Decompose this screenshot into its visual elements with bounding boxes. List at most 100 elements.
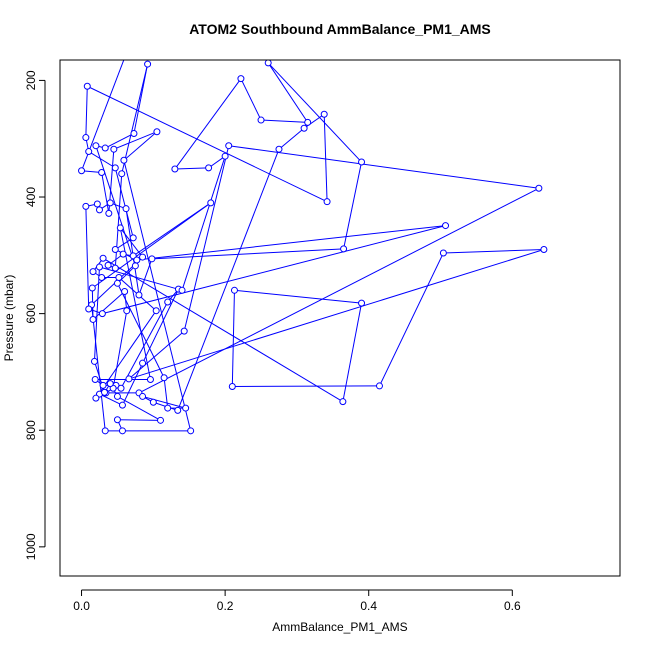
data-point bbox=[152, 307, 160, 315]
series-segment bbox=[234, 289, 362, 304]
data-point bbox=[182, 404, 190, 412]
data-point bbox=[139, 253, 147, 261]
x-tick-label: 0.4 bbox=[360, 599, 377, 613]
series-segment bbox=[231, 290, 235, 387]
data-point bbox=[131, 262, 139, 270]
series-segment bbox=[323, 114, 328, 202]
data-point bbox=[123, 307, 131, 315]
series-segment bbox=[85, 206, 90, 309]
series-segment bbox=[278, 127, 305, 150]
data-point bbox=[95, 206, 103, 214]
data-point bbox=[82, 202, 90, 210]
data-point bbox=[120, 156, 128, 164]
series-segment bbox=[142, 395, 186, 409]
data-point bbox=[118, 401, 126, 409]
data-point bbox=[90, 357, 98, 365]
series-segment bbox=[342, 303, 363, 402]
series-segment bbox=[102, 257, 344, 403]
data-point bbox=[95, 263, 103, 271]
data-point bbox=[99, 254, 107, 262]
series-segment bbox=[85, 86, 88, 138]
data-point bbox=[78, 167, 86, 175]
data-point bbox=[164, 404, 172, 412]
series-segment bbox=[303, 113, 325, 129]
data-point bbox=[121, 287, 129, 295]
data-point bbox=[535, 184, 543, 192]
data-point bbox=[187, 427, 195, 435]
data-point bbox=[101, 144, 109, 152]
series-segment bbox=[240, 78, 262, 121]
data-point bbox=[98, 273, 106, 281]
data-point bbox=[92, 394, 100, 402]
data-point bbox=[144, 60, 152, 68]
data-point bbox=[228, 383, 236, 391]
data-point bbox=[101, 388, 109, 396]
data-point bbox=[442, 222, 450, 230]
data-point bbox=[174, 406, 182, 414]
data-point bbox=[358, 158, 366, 166]
data-point bbox=[540, 245, 548, 253]
y-axis-label: Pressure (mbar) bbox=[2, 275, 16, 362]
data-point bbox=[125, 375, 133, 383]
data-point bbox=[304, 118, 312, 126]
data-point bbox=[118, 170, 126, 178]
data-point bbox=[146, 376, 154, 384]
data-point bbox=[83, 82, 91, 90]
data-point bbox=[358, 299, 366, 307]
data-point bbox=[88, 284, 96, 292]
data-point bbox=[105, 209, 113, 217]
series-segment bbox=[99, 393, 123, 406]
series-segment bbox=[125, 208, 140, 296]
data-point bbox=[110, 145, 118, 153]
data-point bbox=[111, 245, 119, 253]
data-point bbox=[160, 374, 168, 382]
series-segment bbox=[138, 187, 540, 394]
data-point bbox=[118, 427, 126, 435]
series-segment bbox=[181, 156, 226, 291]
series-segment bbox=[123, 160, 192, 431]
series-segment bbox=[112, 310, 128, 389]
series-segment bbox=[174, 167, 209, 170]
data-point bbox=[85, 305, 93, 313]
series-segment bbox=[114, 167, 134, 238]
data-point bbox=[113, 416, 121, 424]
series-segment bbox=[174, 78, 242, 170]
data-point bbox=[178, 286, 186, 294]
series-segment bbox=[123, 131, 158, 161]
data-point bbox=[89, 268, 97, 276]
series-segment bbox=[261, 119, 308, 123]
series-segment bbox=[177, 149, 280, 411]
data-point bbox=[85, 148, 93, 156]
data-point bbox=[129, 234, 137, 242]
data-point bbox=[165, 48, 171, 54]
data-point bbox=[323, 198, 331, 206]
data-point bbox=[164, 298, 172, 306]
series-segment bbox=[379, 252, 444, 387]
x-tick-label: 0.2 bbox=[217, 599, 234, 613]
series-segment bbox=[117, 419, 161, 421]
series-segment bbox=[116, 283, 165, 378]
data-point bbox=[180, 327, 188, 335]
x-axis-label: AmmBalance_PM1_AMS bbox=[272, 620, 407, 634]
data-point bbox=[93, 200, 101, 208]
series-segment bbox=[232, 385, 380, 388]
series-segment bbox=[128, 249, 545, 380]
series-segment bbox=[117, 395, 161, 421]
series-segment bbox=[228, 145, 539, 189]
series-segment bbox=[92, 202, 212, 289]
data-point bbox=[122, 205, 130, 213]
series-segment bbox=[183, 145, 230, 332]
series-segment bbox=[113, 131, 158, 150]
data-point bbox=[130, 129, 138, 137]
data-point bbox=[106, 380, 114, 388]
series-segment bbox=[101, 172, 110, 214]
data-point bbox=[237, 75, 245, 83]
series-segment bbox=[92, 291, 125, 320]
data-point bbox=[221, 152, 229, 160]
data-point bbox=[205, 164, 213, 172]
series-segment bbox=[151, 248, 344, 260]
data-point bbox=[153, 128, 161, 136]
series-lines bbox=[81, 60, 545, 432]
data-point bbox=[171, 165, 179, 173]
chart-title: ATOM2 Southbound AmmBalance_PM1_AMS bbox=[189, 21, 491, 37]
